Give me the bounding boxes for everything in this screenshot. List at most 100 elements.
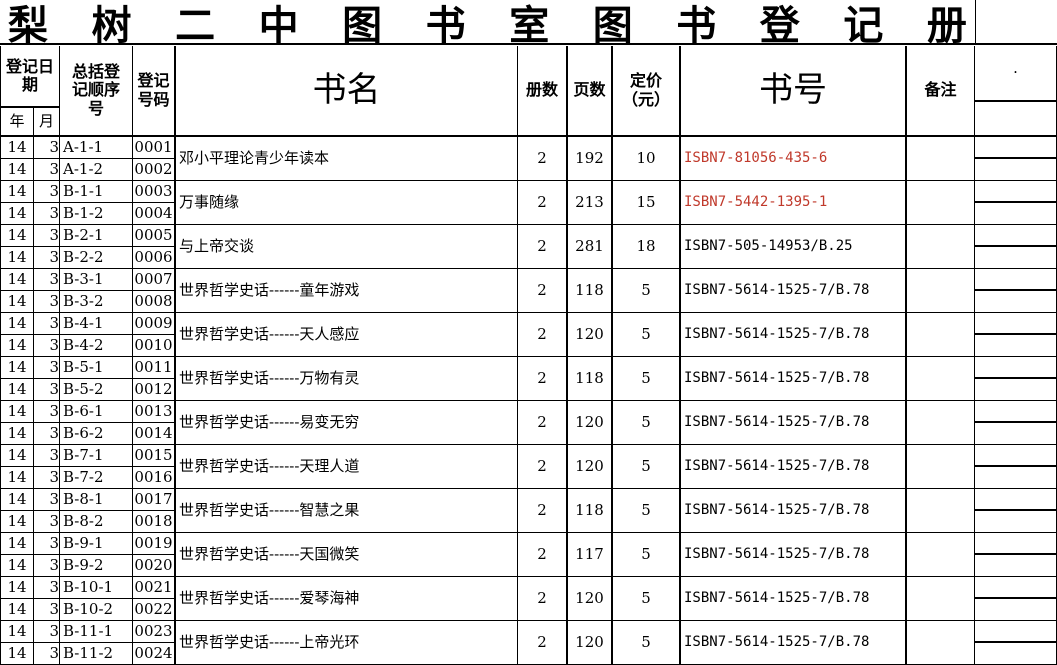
month-cell: 3 bbox=[34, 137, 60, 159]
extra-cell bbox=[975, 445, 1057, 467]
seq-cell: B-11-1 bbox=[60, 621, 133, 643]
remark-cell bbox=[907, 181, 975, 225]
title-char: 梨 bbox=[8, 2, 48, 49]
copies-cell: 2 bbox=[518, 313, 568, 357]
year-cell: 14 bbox=[0, 247, 34, 269]
price-cell: 5 bbox=[613, 269, 681, 313]
regno-cell: 0019 bbox=[133, 533, 176, 555]
regno-cell: 0002 bbox=[133, 159, 176, 181]
title-char: 树 bbox=[91, 2, 132, 49]
month-cell: 3 bbox=[34, 401, 60, 423]
month-cell: 3 bbox=[34, 599, 60, 621]
seq-cell: B-1-1 bbox=[60, 181, 133, 203]
remark-cell bbox=[907, 225, 975, 269]
regno-cell: 0005 bbox=[133, 225, 176, 247]
copies-cell: 2 bbox=[518, 269, 568, 313]
header-copies: 册数 bbox=[518, 46, 568, 137]
extra-cell bbox=[975, 621, 1057, 643]
month-cell: 3 bbox=[34, 357, 60, 379]
year-cell: 14 bbox=[0, 423, 34, 445]
header-seq: 总括登记顺序号 bbox=[60, 46, 133, 137]
month-cell: 3 bbox=[34, 489, 60, 511]
remark-cell bbox=[907, 621, 975, 665]
regno-cell: 0016 bbox=[133, 467, 176, 489]
pages-cell: 120 bbox=[568, 313, 613, 357]
regno-cell: 0008 bbox=[133, 291, 176, 313]
extra-cell bbox=[975, 357, 1057, 379]
year-cell: 14 bbox=[0, 643, 34, 665]
year-cell: 14 bbox=[0, 467, 34, 489]
seq-cell: B-8-1 bbox=[60, 489, 133, 511]
seq-cell: B-6-2 bbox=[60, 423, 133, 445]
month-cell: 3 bbox=[34, 335, 60, 357]
seq-cell: B-1-2 bbox=[60, 203, 133, 225]
extra-cell bbox=[975, 511, 1057, 533]
extra-cell bbox=[975, 379, 1057, 401]
month-cell: 3 bbox=[34, 247, 60, 269]
copies-cell: 2 bbox=[518, 137, 568, 181]
month-cell: 3 bbox=[34, 159, 60, 181]
price-cell: 10 bbox=[613, 137, 681, 181]
isbn-cell: ISBN7-5614-1525-7/B.78 bbox=[681, 533, 907, 577]
regno-cell: 0004 bbox=[133, 203, 176, 225]
book-name-cell: 世界哲学史话------天人感应 bbox=[176, 313, 518, 357]
regno-cell: 0012 bbox=[133, 379, 176, 401]
year-cell: 14 bbox=[0, 269, 34, 291]
seq-cell: B-2-2 bbox=[60, 247, 133, 269]
book-name-cell: 世界哲学史话------爱琴海神 bbox=[176, 577, 518, 621]
copies-cell: 2 bbox=[518, 533, 568, 577]
seq-cell: B-4-2 bbox=[60, 335, 133, 357]
extra-cell bbox=[975, 291, 1057, 313]
year-cell: 14 bbox=[0, 511, 34, 533]
header-isbn: 书号 bbox=[681, 46, 907, 137]
year-cell: 14 bbox=[0, 577, 34, 599]
month-cell: 3 bbox=[34, 445, 60, 467]
title-char: 图 bbox=[342, 2, 383, 49]
title-char: 书 bbox=[425, 2, 466, 49]
seq-cell: B-10-1 bbox=[60, 577, 133, 599]
header-remark: 备注 bbox=[907, 46, 975, 137]
seq-cell: B-8-2 bbox=[60, 511, 133, 533]
regno-cell: 0009 bbox=[133, 313, 176, 335]
pages-cell: 120 bbox=[568, 621, 613, 665]
book-name-cell: 世界哲学史话------上帝光环 bbox=[176, 621, 518, 665]
header-regno: 登记号码 bbox=[133, 46, 176, 137]
month-cell: 3 bbox=[34, 291, 60, 313]
isbn-cell: ISBN7-505-14953/B.25 bbox=[681, 225, 907, 269]
year-cell: 14 bbox=[0, 181, 34, 203]
regno-cell: 0021 bbox=[133, 577, 176, 599]
remark-cell bbox=[907, 489, 975, 533]
month-cell: 3 bbox=[34, 181, 60, 203]
title-char: 中 bbox=[258, 2, 299, 49]
regno-cell: 0003 bbox=[133, 181, 176, 203]
extra-cell bbox=[975, 401, 1057, 423]
seq-cell: B-6-1 bbox=[60, 401, 133, 423]
month-cell: 3 bbox=[34, 379, 60, 401]
seq-cell: B-4-1 bbox=[60, 313, 133, 335]
copies-cell: 2 bbox=[518, 489, 568, 533]
isbn-cell: ISBN7-5614-1525-7/B.78 bbox=[681, 313, 907, 357]
isbn-cell: ISBN7-5614-1525-7/B.78 bbox=[681, 621, 907, 665]
month-cell: 3 bbox=[34, 313, 60, 335]
title-char: 二 bbox=[175, 2, 216, 49]
month-cell: 3 bbox=[34, 225, 60, 247]
extra-cell bbox=[975, 247, 1057, 269]
regno-cell: 0018 bbox=[133, 511, 176, 533]
year-cell: 14 bbox=[0, 335, 34, 357]
regno-cell: 0023 bbox=[133, 621, 176, 643]
extra-cell bbox=[975, 599, 1057, 621]
isbn-cell: ISBN7-5614-1525-7/B.78 bbox=[681, 357, 907, 401]
month-cell: 3 bbox=[34, 621, 60, 643]
month-cell: 3 bbox=[34, 203, 60, 225]
isbn-cell: ISBN7-5614-1525-7/B.78 bbox=[681, 401, 907, 445]
price-cell: 5 bbox=[613, 533, 681, 577]
pages-cell: 213 bbox=[568, 181, 613, 225]
header-date: 登记日期 bbox=[0, 46, 60, 108]
book-name-cell: 世界哲学史话------童年游戏 bbox=[176, 269, 518, 313]
regno-cell: 0010 bbox=[133, 335, 176, 357]
year-cell: 14 bbox=[0, 225, 34, 247]
pages-cell: 118 bbox=[568, 489, 613, 533]
pages-cell: 120 bbox=[568, 577, 613, 621]
month-cell: 3 bbox=[34, 511, 60, 533]
extra-cell bbox=[975, 335, 1057, 357]
